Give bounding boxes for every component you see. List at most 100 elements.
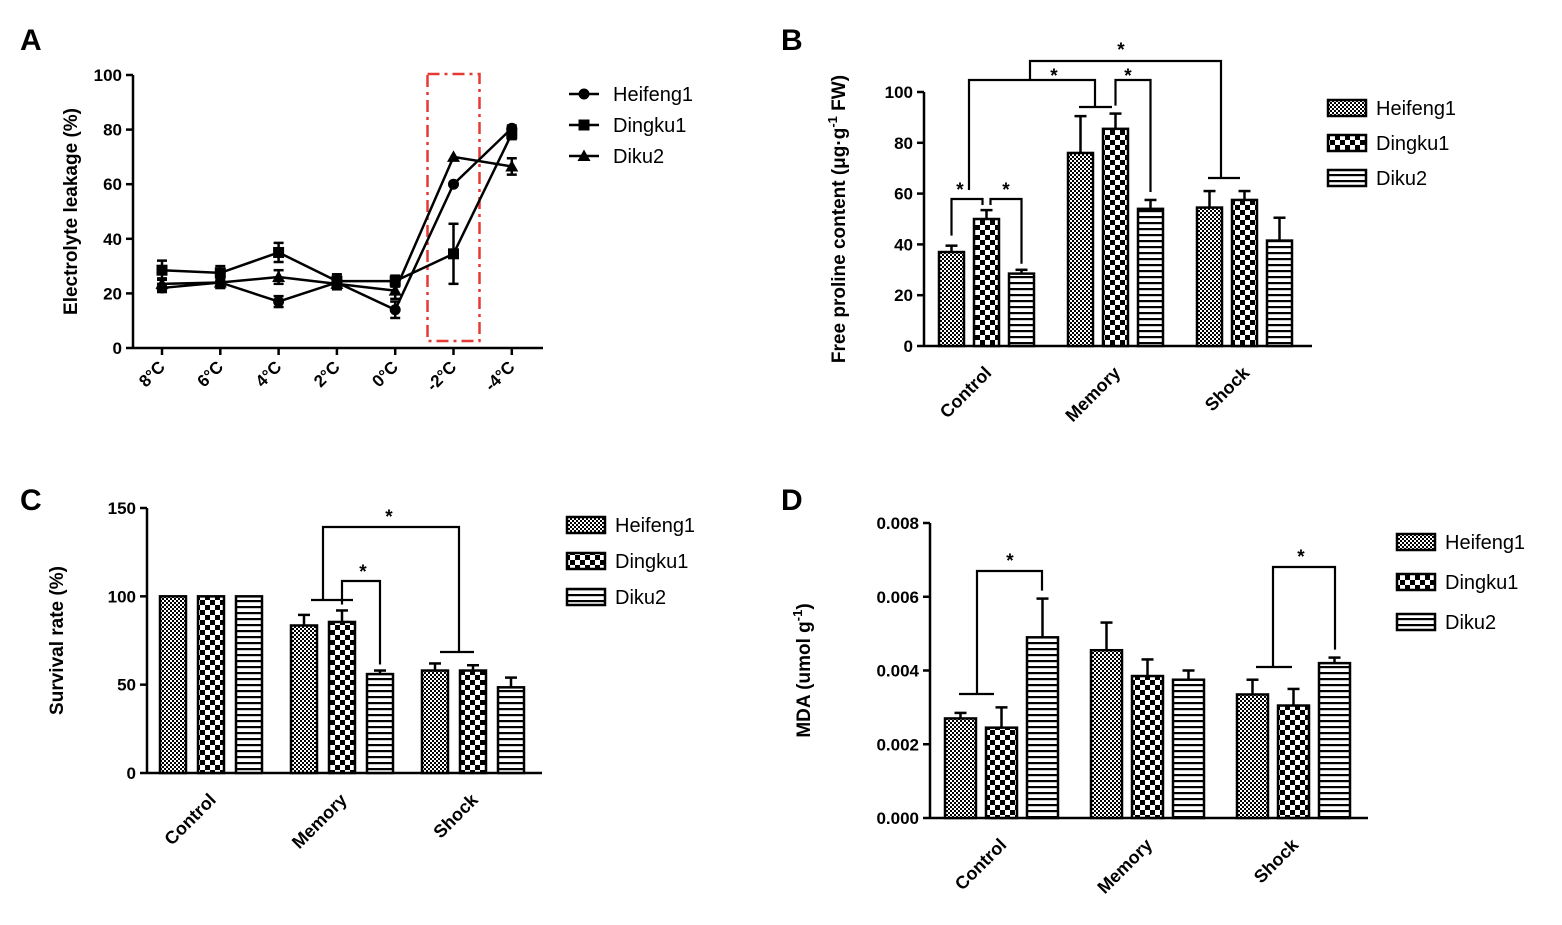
- x-tick-label: 8°C: [135, 357, 169, 391]
- data-point-heifeng1: [273, 296, 285, 308]
- bar-shock-dingku1: [458, 669, 488, 775]
- legend-label-diku2: Diku2: [1376, 168, 1427, 190]
- y-tick-label: 0: [127, 764, 136, 783]
- bar-shock-heifeng1: [1195, 206, 1224, 348]
- y-tick-label: 100: [885, 83, 913, 102]
- significance-bracket: [975, 569, 1044, 694]
- legend-label-dingku1: Dingku1: [1376, 133, 1449, 155]
- category-label-control: Control: [936, 363, 995, 422]
- y-tick-label: 40: [103, 230, 122, 249]
- legend-label-dingku1: Dingku1: [1445, 572, 1518, 594]
- y-tick-label: 0: [113, 339, 122, 358]
- panel-letter-c: C: [20, 484, 42, 517]
- legend-label-heifeng1: Heifeng1: [613, 84, 693, 106]
- y-tick-label: 0.004: [876, 662, 919, 681]
- legend-label-heifeng1: Heifeng1: [615, 515, 695, 537]
- significance-bracket: [950, 197, 984, 236]
- bar-control-diku2: [1025, 636, 1060, 820]
- bar-control-heifeng1: [943, 717, 978, 820]
- y-axis-title-superscript: -1: [790, 610, 805, 622]
- bar-memory-diku2: [1136, 207, 1165, 348]
- bar-memory-dingku1: [327, 620, 357, 775]
- legend-label-heifeng1: Heifeng1: [1376, 98, 1456, 120]
- y-axis-title: Electrolyte leakage (%): [61, 108, 82, 315]
- category-label-control: Control: [160, 790, 219, 849]
- bar-memory-diku2: [1171, 678, 1206, 820]
- category-label-memory: Memory: [1093, 835, 1156, 898]
- y-axis-title-main: Free proline content (μg·g: [829, 128, 850, 363]
- significance-bracket: [967, 78, 1097, 190]
- y-axis-title: Free proline content (μg·g-1 FW): [825, 75, 850, 363]
- bar-control-heifeng1: [937, 250, 966, 348]
- y-tick-label: 80: [103, 121, 122, 140]
- legend-marker-heifeng1: [578, 88, 590, 100]
- y-axis-title: Survival rate (%): [47, 566, 68, 715]
- bar-memory-dingku1: [1130, 674, 1165, 820]
- y-tick-label: 50: [117, 676, 136, 695]
- legend-swatch-dingku1: [1326, 133, 1368, 153]
- y-tick-label: 150: [108, 499, 136, 518]
- panel-c-bar-chart: 0 50 100 150 Survival rate (%) Control Memory S…: [47, 499, 695, 853]
- data-point-dingku1: [214, 267, 226, 279]
- bar-shock-dingku1: [1276, 704, 1311, 820]
- data-point-diku2: [272, 270, 286, 283]
- panel-d-bar-chart: 0.000 0.002 0.004 0.006 0.008 MDA (umol g-1) C…: [790, 514, 1525, 898]
- significance-bracket: [321, 525, 461, 652]
- legend-swatch-heifeng1: [1326, 98, 1368, 118]
- y-axis-title: MDA (umol g-1): [790, 603, 815, 737]
- bar-memory-heifeng1: [1089, 648, 1124, 820]
- data-point-dingku1: [156, 264, 168, 276]
- y-axis-title-superscript: -1: [825, 116, 840, 128]
- panel-letter-d: D: [781, 484, 803, 517]
- data-point-dingku1: [506, 128, 518, 140]
- y-tick-label: 80: [894, 134, 913, 153]
- panel-letter-b: B: [781, 24, 803, 57]
- y-tick-label: 40: [894, 235, 913, 254]
- series-line-dingku1: [161, 133, 513, 283]
- significance-bracket: [1028, 59, 1223, 178]
- bar-control-dingku1: [984, 726, 1019, 820]
- category-label-memory: Memory: [288, 790, 351, 853]
- data-point-diku2: [213, 275, 227, 288]
- y-tick-label: 60: [894, 185, 913, 204]
- significance-star: *: [956, 180, 964, 201]
- bar-shock-diku2: [1265, 239, 1294, 348]
- data-point-heifeng1: [389, 304, 401, 316]
- category-label-memory: Memory: [1061, 363, 1124, 426]
- bar-memory-heifeng1: [1066, 151, 1095, 348]
- data-point-diku2: [155, 277, 169, 289]
- bar-shock-heifeng1: [420, 669, 450, 775]
- significance-star: *: [359, 562, 367, 583]
- panel-b-bar-chart: 0 20 40 60 80 100 Free proline content (μg·g-1…: [825, 40, 1456, 426]
- y-tick-label: 20: [894, 286, 913, 305]
- category-label-shock: Shock: [1250, 834, 1303, 887]
- y-axis-title-main: MDA (umol g: [794, 621, 815, 737]
- bar-control-diku2: [1007, 272, 1036, 348]
- significance-bracket: [340, 579, 382, 665]
- data-point-dingku1: [273, 246, 285, 258]
- bar-shock-diku2: [1317, 661, 1352, 820]
- significance-star: *: [385, 507, 393, 528]
- y-tick-label: 0.002: [876, 735, 919, 754]
- bar-memory-diku2: [365, 672, 395, 775]
- legend-label-diku2: Diku2: [615, 587, 666, 609]
- y-tick-label: 100: [108, 587, 136, 606]
- data-point-dingku1: [389, 275, 401, 287]
- y-tick-label: 0.000: [876, 809, 919, 828]
- y-tick-label: 100: [94, 66, 122, 85]
- legend-swatch-diku2: [1326, 168, 1368, 188]
- data-point-diku2: [330, 277, 344, 289]
- highlight-box: [426, 72, 481, 343]
- data-point-dingku1: [448, 248, 459, 260]
- y-axis-title-end: ): [794, 603, 815, 609]
- legend-swatch-dingku1: [565, 551, 607, 571]
- y-tick-label: 0.008: [876, 514, 919, 533]
- legend-swatch-heifeng1: [565, 515, 607, 535]
- category-label-shock: Shock: [429, 789, 482, 842]
- significance-star: *: [1050, 66, 1058, 87]
- data-point-diku2: [447, 150, 460, 162]
- significance-star: *: [1297, 547, 1305, 568]
- panel-a-line-chart: 0 20 40 60 80 100 Electrolyte leakage (%) 8°C 6°…: [61, 66, 693, 395]
- significance-star: *: [1117, 40, 1125, 61]
